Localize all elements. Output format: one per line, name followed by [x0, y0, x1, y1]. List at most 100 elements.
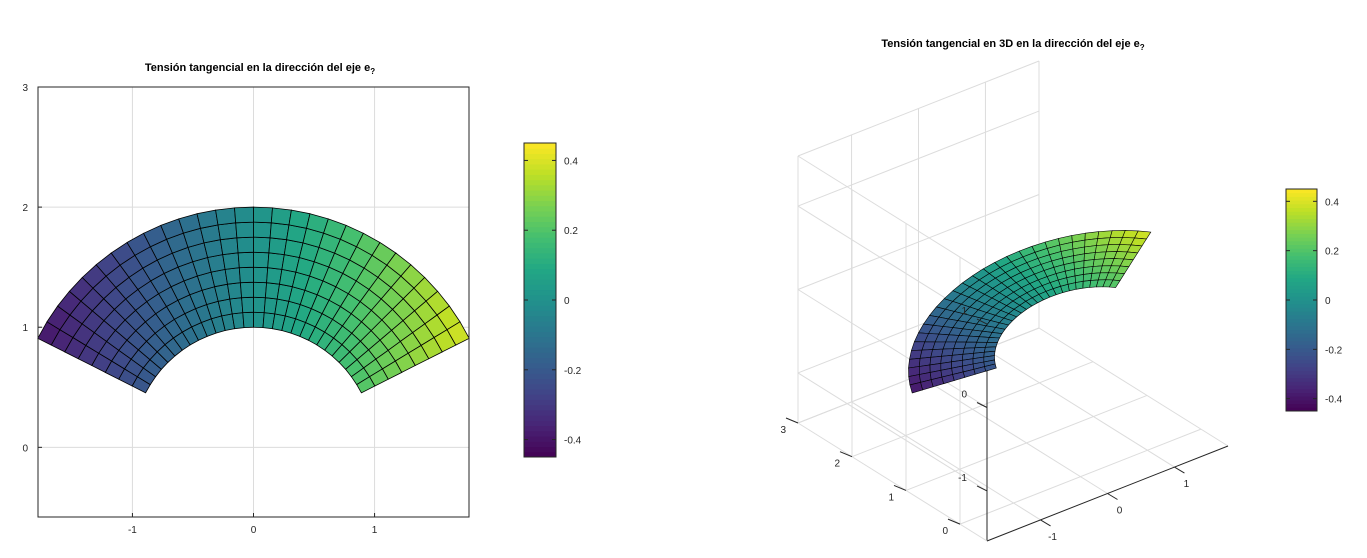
colorbar-segment [524, 352, 556, 359]
colorbar-segment [524, 430, 556, 437]
colorbar-segment [1286, 374, 1317, 379]
colorbar-segment [1286, 325, 1317, 331]
colorbar-segment [524, 205, 556, 212]
colorbar-segment [524, 284, 556, 291]
colorbar-segment [524, 425, 556, 432]
colorbar-segment [1286, 203, 1317, 208]
colorbar-segment [1286, 285, 1317, 290]
colorbar-segment [1286, 351, 1317, 356]
surface-cell [1075, 280, 1084, 290]
plot-2d: Tensión tangencial en la dirección del e… [22, 62, 470, 536]
colorbar-segment [1286, 222, 1317, 227]
colorbar-segment [524, 315, 556, 322]
colorbar-segment [524, 268, 556, 275]
colorbar-segment [524, 158, 556, 165]
colorbar-segment [1286, 337, 1317, 342]
colorbar-segment [1286, 214, 1317, 220]
gridline-3d [797, 110, 1040, 207]
colorbar-segment [1286, 355, 1317, 360]
tick-label-z-3d: 1 [961, 306, 967, 317]
tick-label-y: 1 [22, 323, 28, 334]
colorbar-segment [1286, 348, 1317, 353]
colorbar-segment [1286, 407, 1317, 412]
colorbar-segment [1286, 255, 1317, 260]
colorbar-segment [524, 289, 556, 296]
mesh-cell [215, 207, 237, 226]
colorbar-segment [1286, 200, 1317, 205]
tick-label-x-3d: 1 [1184, 479, 1190, 490]
colorbar-tick-label: 0 [1325, 296, 1331, 307]
mesh-cell [224, 267, 241, 285]
colorbar-segment [1286, 366, 1317, 371]
colorbar-segment [524, 409, 556, 416]
colorbar-segment [1286, 314, 1317, 319]
colorbar-segment [1286, 196, 1317, 201]
colorbar-segment [1286, 233, 1317, 238]
colorbar-segment [1286, 263, 1317, 268]
mesh-cell [229, 297, 244, 315]
colorbar-segment [1286, 344, 1317, 349]
colorbar-segment [524, 347, 556, 353]
tick-mark-z-3d [976, 402, 988, 408]
colorbar-segment [524, 184, 556, 191]
mesh-cell [253, 281, 268, 299]
colorbar-segment [1286, 207, 1317, 212]
tick-mark-y-3d [839, 451, 853, 458]
mesh-cell [253, 221, 272, 239]
gridline-3d [905, 394, 1148, 491]
colorbar-segment [524, 326, 556, 332]
colorbar-segment [1286, 251, 1317, 257]
chart-title-3d: Tensión tangencial en 3D en la dirección… [881, 38, 1144, 52]
colorbar-tick-label: -0.4 [564, 436, 582, 447]
mesh-cell [231, 312, 245, 330]
tick-label-y-3d: 1 [888, 492, 894, 503]
tick-mark-y-3d [947, 518, 961, 525]
surface-cell [1067, 282, 1077, 292]
colorbar-segment [524, 247, 556, 254]
ticks-3d: -1 0 1 0 1 2 3 -1 0 1 [780, 306, 1189, 543]
mesh-cell [253, 266, 269, 284]
tick-label-x-3d: 0 [1117, 506, 1123, 517]
colorbar-segment [524, 237, 556, 243]
mesh-cell [253, 311, 265, 329]
surface-cell [1108, 279, 1121, 288]
mesh-cell [253, 236, 271, 254]
tick-label-y: 0 [22, 443, 28, 454]
colorbar-segment [1286, 385, 1317, 390]
colorbar-segment [524, 404, 556, 411]
colorbar-segment [1286, 277, 1317, 282]
tick-label-y: 2 [22, 203, 28, 214]
colorbar-segment [524, 190, 556, 196]
tick-label-x: 1 [372, 525, 378, 536]
gridline-3d [851, 401, 1041, 521]
colorbar-segment [1286, 392, 1317, 397]
colorbar-segment [1286, 307, 1317, 312]
colorbar-segment [524, 153, 556, 160]
tick-label-z-3d: 0 [961, 390, 967, 401]
colorbar-segment [1286, 192, 1317, 197]
colorbar-segment [1286, 388, 1317, 393]
colorbar-segment [524, 399, 556, 406]
mesh-cell [241, 296, 254, 314]
mesh-2d [37, 206, 470, 394]
mesh-cell [253, 251, 270, 269]
colorbar-segment [524, 242, 556, 249]
colorbar-segment [524, 263, 556, 270]
mesh-cell [268, 237, 288, 256]
colorbar-segment [524, 179, 556, 186]
colorbar-segment [1286, 270, 1317, 275]
tick-label-x-3d: -1 [1048, 532, 1057, 543]
colorbar-segment [524, 378, 556, 385]
colorbar-segment [1286, 370, 1317, 375]
gridline-3d [797, 289, 988, 408]
colorbar-segment [524, 258, 556, 264]
tick-mark-x-3d [1107, 493, 1118, 500]
colorbar-segment [524, 331, 556, 338]
colorbar-tick-label: 0.2 [564, 226, 578, 237]
colorbar-segment [524, 163, 556, 170]
gridline-3d [918, 375, 1108, 494]
colorbar-segment [1286, 292, 1317, 297]
plot-3d: Tensión tangencial en 3D en la dirección… [780, 38, 1229, 543]
gridline-3d [851, 361, 1094, 458]
